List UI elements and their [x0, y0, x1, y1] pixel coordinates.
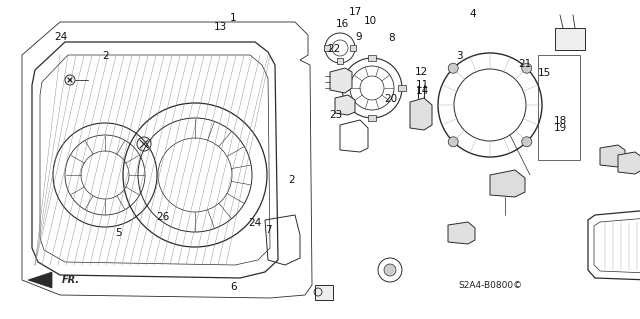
Polygon shape	[335, 95, 355, 115]
Text: 14: 14	[416, 86, 429, 96]
Polygon shape	[490, 170, 525, 197]
Text: 24: 24	[54, 32, 67, 42]
Text: FR.: FR.	[62, 275, 80, 285]
Text: 20: 20	[384, 94, 397, 104]
Text: 16: 16	[336, 19, 349, 29]
Text: 21: 21	[518, 59, 531, 69]
Text: 8: 8	[388, 33, 395, 43]
Bar	[398, 85, 406, 91]
Bar	[368, 55, 376, 61]
Bar	[350, 45, 356, 51]
Text: 3: 3	[456, 51, 463, 61]
Text: 9: 9	[355, 32, 362, 42]
Text: 2: 2	[288, 175, 294, 185]
Circle shape	[448, 137, 458, 147]
Polygon shape	[600, 145, 625, 167]
Text: 10: 10	[364, 16, 376, 26]
Text: 23: 23	[330, 110, 342, 120]
Polygon shape	[448, 222, 475, 244]
Circle shape	[384, 264, 396, 276]
Text: 11: 11	[416, 79, 429, 90]
Text: 26: 26	[157, 212, 170, 222]
Polygon shape	[330, 68, 352, 93]
Polygon shape	[410, 98, 432, 130]
Text: 19: 19	[554, 122, 566, 133]
Bar	[368, 115, 376, 121]
Bar	[315, 285, 333, 300]
Polygon shape	[618, 152, 640, 174]
Circle shape	[522, 137, 532, 147]
Text: 17: 17	[349, 7, 362, 17]
Text: 4: 4	[469, 9, 476, 19]
Bar	[555, 28, 585, 50]
Text: 13: 13	[214, 22, 227, 32]
Circle shape	[448, 63, 458, 73]
Polygon shape	[28, 272, 52, 288]
Bar	[338, 85, 346, 91]
Text: 22: 22	[328, 44, 340, 55]
Text: 1: 1	[230, 12, 237, 23]
Text: 18: 18	[554, 116, 566, 126]
Bar	[337, 58, 343, 64]
Text: 5: 5	[115, 228, 122, 238]
Bar	[324, 45, 330, 51]
Text: 24: 24	[248, 218, 261, 228]
Text: 12: 12	[415, 67, 428, 77]
Text: S2A4-B0800©: S2A4-B0800©	[458, 280, 522, 290]
Text: 6: 6	[230, 282, 237, 292]
Text: 15: 15	[538, 68, 550, 78]
Text: 7: 7	[266, 225, 272, 235]
Text: 2: 2	[102, 51, 109, 61]
Circle shape	[522, 63, 532, 73]
